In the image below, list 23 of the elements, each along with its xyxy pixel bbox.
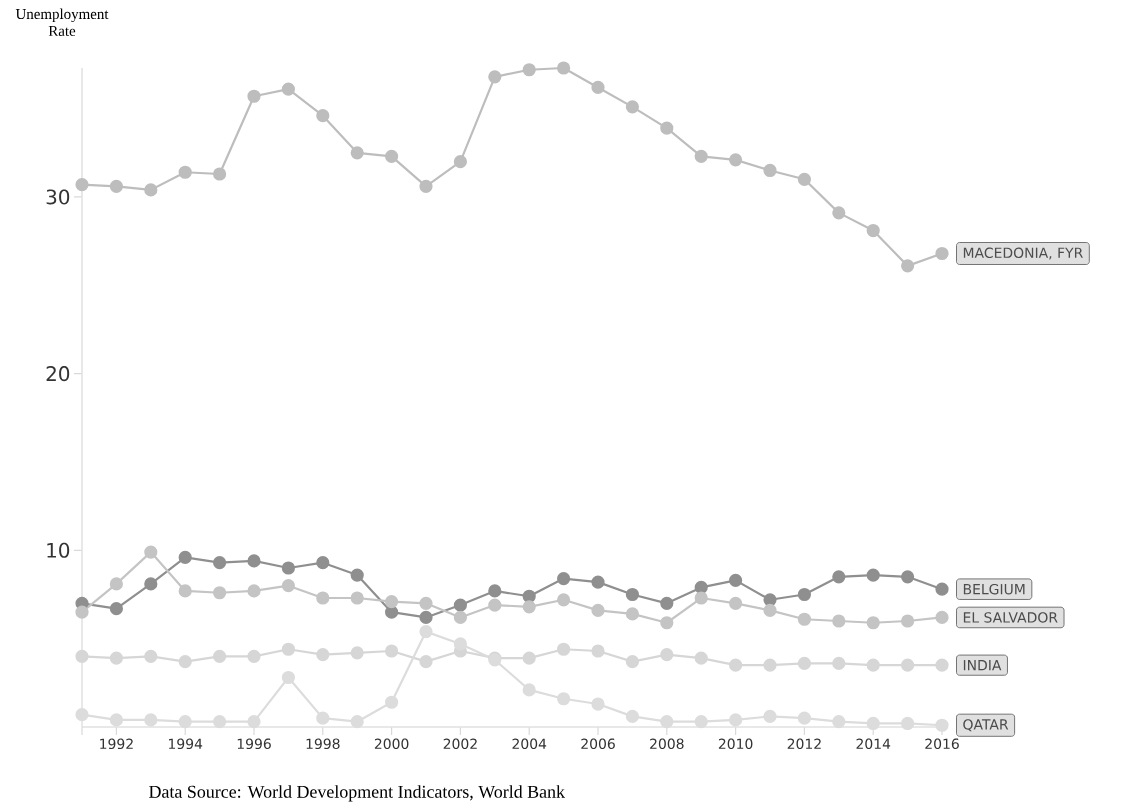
series-label: QATAR bbox=[963, 719, 1009, 732]
y-tick-label: 30 bbox=[46, 189, 70, 205]
x-tick-label: 2012 bbox=[787, 738, 821, 750]
x-tick-label: 2010 bbox=[718, 738, 753, 750]
x-tick-label: 1992 bbox=[100, 738, 133, 750]
x-tick-label: 1996 bbox=[237, 738, 271, 750]
x-tick-label: 2002 bbox=[443, 738, 477, 750]
x-tick-label: 2004 bbox=[512, 738, 547, 750]
y-axis-title: Unemployment Rate bbox=[15, 8, 109, 36]
x-tick-label: 2016 bbox=[925, 738, 959, 750]
y-tick-label: 10 bbox=[47, 542, 70, 558]
x-tick-label: 2008 bbox=[650, 738, 684, 750]
series-label: EL SALVADOR bbox=[963, 612, 1058, 623]
series-label: BELGIUM bbox=[963, 583, 1025, 595]
source-note: Data Source: World Development Indicators, World Bank bbox=[149, 785, 565, 802]
series-label: MACEDONIA, FYR bbox=[963, 247, 1083, 260]
series-label: INDIA bbox=[963, 660, 1002, 671]
x-tick-label: 2014 bbox=[856, 738, 891, 750]
x-tick-label: 2006 bbox=[581, 738, 615, 750]
x-tick-label: 1998 bbox=[306, 738, 340, 750]
y-tick-label: 20 bbox=[46, 366, 70, 382]
x-tick-label: 2000 bbox=[374, 738, 409, 750]
x-tick-label: 1994 bbox=[168, 738, 203, 750]
